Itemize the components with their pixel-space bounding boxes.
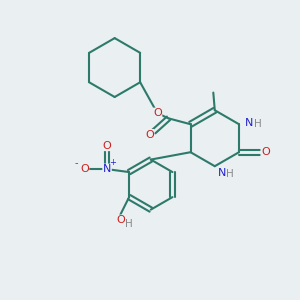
Text: O: O bbox=[103, 141, 111, 151]
Text: N: N bbox=[245, 118, 254, 128]
Text: -: - bbox=[75, 158, 79, 168]
Text: N: N bbox=[218, 168, 226, 178]
Text: H: H bbox=[226, 169, 234, 178]
Text: O: O bbox=[80, 164, 89, 174]
Text: N: N bbox=[103, 164, 111, 174]
Text: O: O bbox=[261, 147, 270, 157]
Text: O: O bbox=[145, 130, 154, 140]
Text: O: O bbox=[116, 215, 125, 225]
Text: H: H bbox=[254, 119, 262, 129]
Text: O: O bbox=[153, 108, 162, 118]
Text: H: H bbox=[125, 219, 132, 229]
Text: +: + bbox=[110, 158, 116, 167]
